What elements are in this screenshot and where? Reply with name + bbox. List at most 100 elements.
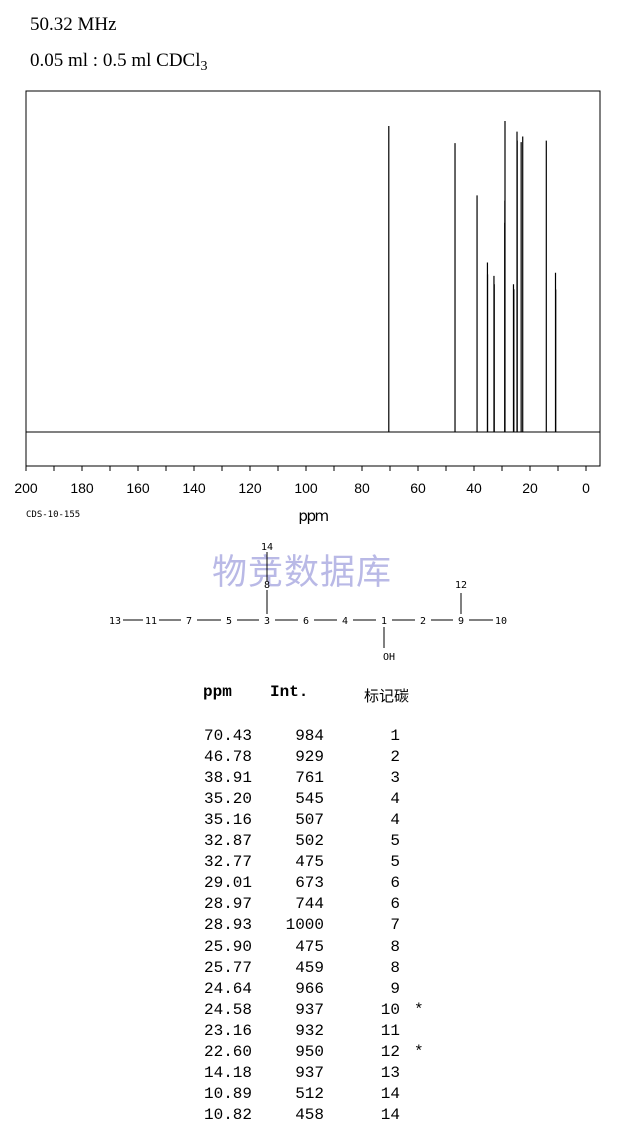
- carbon-label: 13: [380, 1063, 400, 1082]
- ppm-value: 10.89: [204, 1084, 253, 1103]
- carbon-label: 8: [390, 958, 400, 977]
- bond-lines: [123, 552, 493, 648]
- tick-label: 40: [466, 480, 482, 496]
- atom-label: 14: [261, 542, 273, 553]
- atom-label: 13: [109, 616, 121, 627]
- carbon-label: 10: [380, 1000, 400, 1019]
- table-row: 28.97 744 6: [0, 895, 622, 916]
- carbon-label: 11: [380, 1021, 400, 1040]
- concentration-subscript: 3: [200, 59, 208, 74]
- tick-label: 20: [522, 480, 538, 496]
- note-marker: *: [414, 1000, 424, 1019]
- carbon-label: 12: [380, 1042, 400, 1061]
- table-row: 35.16 507 4: [0, 811, 622, 832]
- carbon-label: 9: [390, 979, 400, 998]
- atom-label: 4: [342, 616, 348, 627]
- carbon-label: 5: [390, 832, 400, 851]
- nmr-spectrum-chart: 200 180 160 140 120 100 80 60 40 20 0 ppm: [14, 90, 601, 525]
- ppm-value: 38.91: [204, 769, 253, 788]
- tick-label: 200: [14, 480, 38, 496]
- ppm-value: 22.60: [204, 1042, 253, 1061]
- x-axis-label: ppm: [298, 507, 328, 525]
- table-row: 24.64 966 9: [0, 980, 622, 1001]
- table-row: 29.01 673 6: [0, 874, 622, 895]
- header-carbon: 标记碳: [364, 687, 410, 705]
- carbon-label: 5: [390, 853, 400, 872]
- intensity-value: 545: [295, 790, 324, 809]
- tick-label: 160: [126, 480, 150, 496]
- atom-label: 8: [264, 580, 270, 591]
- carbon-label: 6: [390, 874, 400, 893]
- intensity-value: 929: [295, 748, 324, 767]
- table-row: 25.77 459 8: [0, 959, 622, 980]
- intensity-value: 950: [295, 1042, 324, 1061]
- ppm-value: 35.20: [204, 790, 253, 809]
- ppm-value: 46.78: [204, 748, 253, 767]
- table-row: 70.43 984 1: [0, 727, 622, 748]
- note-marker: *: [414, 1042, 424, 1061]
- x-axis-ticks: [25, 466, 587, 471]
- ppm-value: 28.93: [204, 916, 253, 935]
- table-row: 32.77 475 5: [0, 853, 622, 874]
- concentration-text: 0.05 ml : 0.5 ml CDCl: [30, 50, 201, 71]
- ppm-value: 70.43: [204, 727, 253, 745]
- intensity-value: 475: [295, 853, 324, 872]
- table-row: 14.18 937 13: [0, 1064, 622, 1085]
- tick-label: 120: [238, 480, 262, 496]
- atom-label: 6: [303, 616, 309, 627]
- intensity-value: 744: [295, 895, 324, 914]
- carbon-label: 14: [380, 1084, 400, 1103]
- intensity-value: 761: [295, 769, 324, 788]
- ppm-value: 32.77: [204, 853, 253, 872]
- carbon-label: 7: [390, 916, 400, 935]
- ppm-value: 25.90: [204, 937, 253, 956]
- ppm-value: 14.18: [204, 1063, 253, 1082]
- header-ppm: ppm: [203, 683, 232, 701]
- ppm-value: 25.77: [204, 958, 253, 977]
- ppm-value: 23.16: [204, 1021, 253, 1040]
- intensity-value: 1000: [285, 916, 324, 935]
- intensity-value: 673: [295, 874, 324, 893]
- table-row: 10.89 512 14: [0, 1085, 622, 1106]
- spectrometer-frequency: 50.32 MHz: [30, 14, 117, 35]
- ppm-value: 24.58: [204, 1000, 253, 1019]
- table-row: 22.60 950 12 *: [0, 1043, 622, 1064]
- plot-frame: [25, 90, 601, 467]
- sample-id: CDS-10-155: [26, 510, 81, 520]
- ppm-value: 29.01: [204, 874, 253, 893]
- intensity-value: 507: [295, 811, 324, 830]
- atom-label: 3: [264, 616, 270, 627]
- intensity-value: 966: [295, 979, 324, 998]
- carbon-label: 1: [390, 727, 400, 745]
- carbon-label: 8: [390, 937, 400, 956]
- intensity-value: 932: [295, 1021, 324, 1040]
- carbon-label: 3: [390, 769, 400, 788]
- table-row: 46.78 929 2: [0, 748, 622, 769]
- tick-label: 100: [294, 480, 318, 496]
- table-row: 23.16 932 11: [0, 1022, 622, 1043]
- ppm-value: 10.82: [204, 1105, 253, 1124]
- carbon-label: 4: [390, 790, 400, 809]
- table-row: 25.90 475 8: [0, 938, 622, 959]
- ppm-value: 32.87: [204, 832, 253, 851]
- header-intensity: Int.: [270, 683, 309, 701]
- tick-label: 180: [70, 480, 94, 496]
- x-axis-tick-labels: 200 180 160 140 120 100 80 60 40 20 0: [14, 480, 590, 496]
- ppm-value: 35.16: [204, 811, 253, 830]
- intensity-value: 475: [295, 937, 324, 956]
- atom-label: 12: [455, 580, 467, 591]
- intensity-value: 984: [295, 727, 324, 745]
- carbon-label: 6: [390, 895, 400, 914]
- intensity-value: 502: [295, 832, 324, 851]
- tick-label: 0: [582, 480, 590, 496]
- table-row: 38.91 761 3: [0, 769, 622, 790]
- tick-label: 140: [182, 480, 206, 496]
- table-row: 24.58 937 10 *: [0, 1001, 622, 1022]
- tick-label: 80: [354, 480, 370, 496]
- watermark: 物竞数据库: [212, 553, 393, 593]
- intensity-value: 459: [295, 958, 324, 977]
- atom-label: 11: [145, 616, 157, 627]
- atom-label: 2: [420, 616, 426, 627]
